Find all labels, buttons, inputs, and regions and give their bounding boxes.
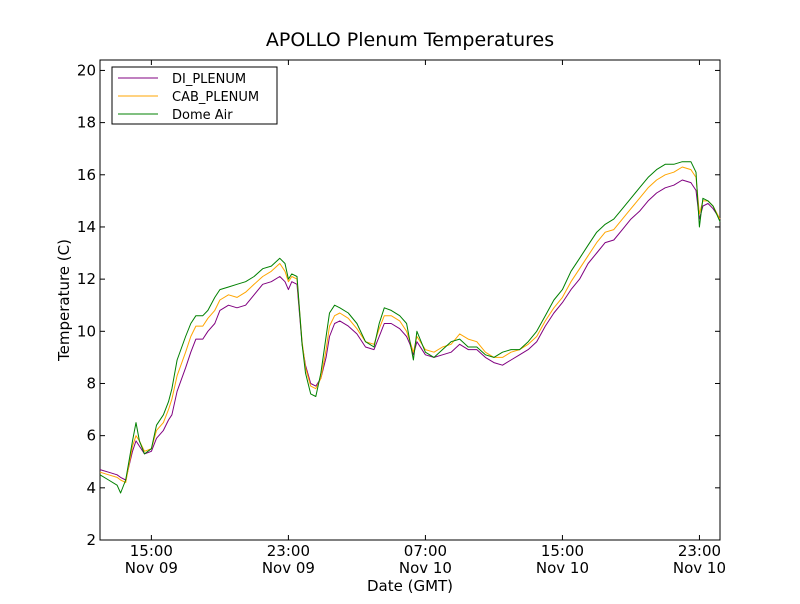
x-tick-time-label: 15:00 bbox=[130, 542, 173, 560]
y-axis-label: Temperature (C) bbox=[55, 239, 73, 362]
legend-items: DI_PLENUM CAB_PLENUM Dome Air bbox=[118, 72, 259, 123]
y-tick-label: 18 bbox=[77, 114, 96, 132]
x-tick-date-label: Nov 10 bbox=[673, 559, 726, 577]
y-tick-label: 4 bbox=[86, 479, 96, 497]
x-tick-time-label: 23:00 bbox=[267, 542, 310, 560]
chart-title: APOLLO Plenum Temperatures bbox=[266, 29, 554, 51]
x-tick-time-label: 23:00 bbox=[678, 542, 721, 560]
plot-frame bbox=[99, 59, 721, 541]
x-tick-date-label: Nov 10 bbox=[399, 559, 452, 577]
y-tick-label: 12 bbox=[77, 270, 96, 288]
x-tick-date-label: Nov 10 bbox=[536, 559, 589, 577]
y-tick-label: 16 bbox=[77, 166, 96, 184]
series-layer bbox=[99, 161, 721, 494]
y-tick-label: 6 bbox=[86, 427, 96, 445]
y-tick-label: 2 bbox=[86, 531, 96, 549]
legend-label-dome-air: Dome Air bbox=[172, 108, 233, 123]
y-tick-label: 10 bbox=[77, 322, 96, 340]
series-line-di-plenum bbox=[99, 179, 721, 481]
x-axis-label: Date (GMT) bbox=[367, 577, 453, 595]
series-line-dome-air bbox=[99, 161, 721, 494]
x-tick-date-label: Nov 09 bbox=[125, 559, 178, 577]
y-axis-ticks: 2 4 6 8 10 12 14 16 18 20 bbox=[77, 61, 720, 549]
legend: DI_PLENUM CAB_PLENUM Dome Air bbox=[111, 66, 278, 125]
legend-label-di-plenum: DI_PLENUM bbox=[172, 72, 246, 87]
y-tick-label: 8 bbox=[86, 374, 96, 392]
x-tick-time-label: 07:00 bbox=[404, 542, 447, 560]
x-tick-date-label: Nov 09 bbox=[262, 559, 315, 577]
y-tick-label: 20 bbox=[77, 61, 96, 79]
y-tick-label: 14 bbox=[77, 218, 96, 236]
legend-label-cab-plenum: CAB_PLENUM bbox=[172, 90, 259, 105]
x-tick-time-label: 15:00 bbox=[541, 542, 584, 560]
